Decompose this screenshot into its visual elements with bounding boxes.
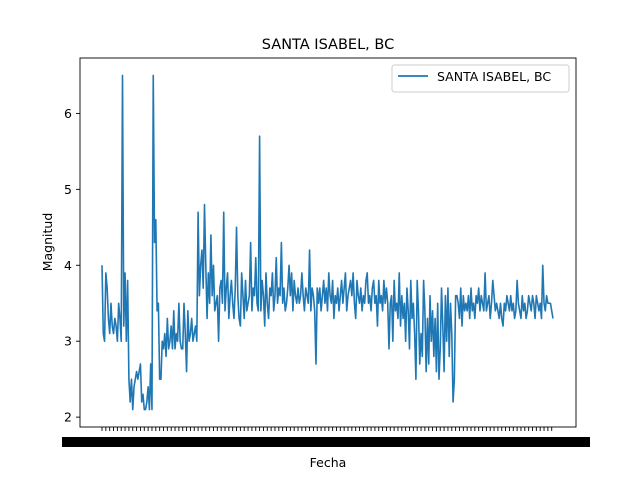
plot-area xyxy=(101,74,554,411)
y-tick-label: 3 xyxy=(64,334,72,349)
axes-frame xyxy=(79,57,577,428)
y-axis: 2 3 4 5 6 xyxy=(64,106,80,425)
chart-title: SANTA ISABEL, BC xyxy=(262,37,394,53)
y-tick-label: 6 xyxy=(64,106,72,121)
legend-box xyxy=(391,64,570,93)
y-tick-label: 2 xyxy=(64,410,72,425)
y-tick-label: 4 xyxy=(64,258,72,273)
legend: SANTA ISABEL, BC xyxy=(391,64,570,93)
legend-label: SANTA ISABEL, BC xyxy=(437,69,551,84)
x-axis-label: Fecha xyxy=(310,455,347,470)
series-line xyxy=(101,74,554,411)
y-tick-label: 5 xyxy=(64,182,72,197)
x-axis xyxy=(62,427,590,447)
x-tick-labels-overlapped xyxy=(62,437,590,447)
y-axis-label: Magnitud xyxy=(40,213,55,272)
